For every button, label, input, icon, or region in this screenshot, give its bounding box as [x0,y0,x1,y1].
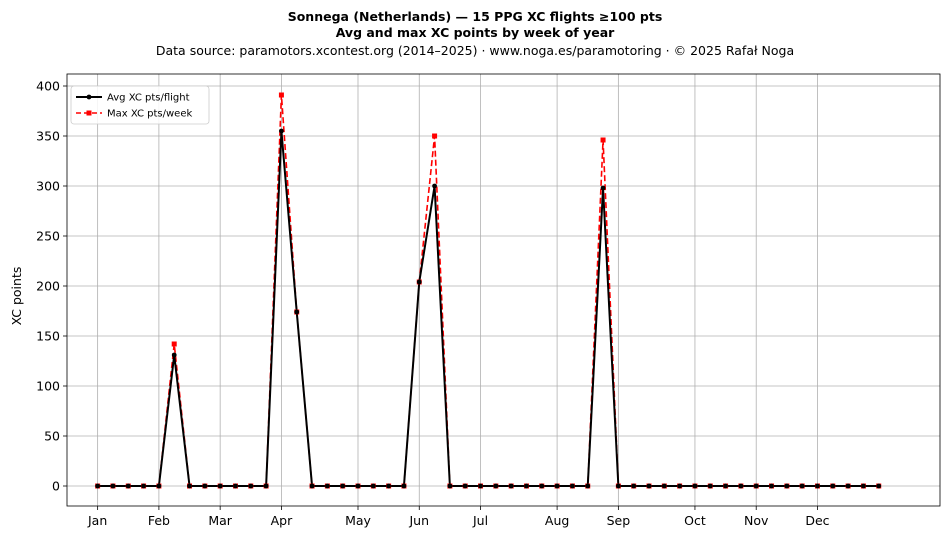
data-point-avg [615,483,621,489]
x-tick-label: Feb [148,513,170,528]
data-point-avg [217,483,223,489]
data-point-avg [707,483,713,489]
data-point-avg [340,483,346,489]
data-point-avg [784,483,790,489]
data-point-avg [233,483,238,489]
data-point-avg [279,128,284,134]
x-tick-label: Jan [87,513,107,528]
data-point-avg [600,185,606,191]
data-point-avg [370,483,376,489]
legend-label-1: Max XC pts/week [107,109,192,120]
data-point-avg [324,483,330,489]
data-point-avg [539,483,545,489]
legend-marker-0 [86,94,92,100]
data-point-avg [830,483,836,489]
chart-title: Sonnega (Netherlands) — 15 PPG XC flight… [288,9,663,24]
data-point-avg [263,483,269,489]
data-point-avg [876,483,882,489]
y-tick-label: 150 [36,329,60,344]
data-point-avg [524,483,529,489]
y-tick-label: 50 [44,429,60,444]
data-point-avg [432,183,437,189]
legend-marker-1 [86,110,92,116]
y-axis-label: XC points [9,267,24,326]
legend: Avg XC pts/flight Max XC pts/week [70,85,210,125]
data-point-max [600,137,606,143]
series-layer [95,92,882,489]
data-point-avg [692,483,698,489]
data-point-max [432,133,438,139]
data-point-avg [753,483,759,489]
y-tick-label: 100 [36,379,60,394]
grid-layer [67,74,940,506]
y-tick-label: 0 [52,479,60,494]
data-point-max [171,341,177,347]
x-tick-label: Aug [545,513,569,528]
data-point-avg [723,483,728,489]
data-point-avg [478,483,483,489]
data-point-max [278,92,284,98]
data-point-avg [110,483,116,489]
data-point-avg [416,279,422,285]
data-point-avg [845,483,851,489]
y-tick-label: 250 [36,229,60,244]
x-tick-label: Mar [208,513,232,528]
plot-frame [66,73,941,507]
data-point-avg [570,483,575,489]
data-point-avg [95,483,101,489]
x-tick-label: Apr [271,513,293,528]
y-tick-label: 350 [36,129,60,144]
data-point-avg [661,483,667,489]
data-point-avg [508,483,514,489]
data-point-avg [309,483,315,489]
data-point-avg [248,483,254,489]
data-point-avg [738,483,744,489]
data-point-avg [187,483,192,489]
data-point-avg [631,483,637,489]
x-tick-label: Sep [607,513,631,528]
x-tick-label: Oct [684,513,706,528]
data-point-avg [125,483,131,489]
data-point-avg [799,483,805,489]
data-point-avg [769,483,774,489]
data-point-avg [646,483,652,489]
series-line-0 [97,130,879,487]
data-point-avg [386,483,392,489]
data-point-avg [493,483,499,489]
tick-layer: 0 50 100 150 200 250 300 350 400 Jan Feb Mar Apr May J… [36,79,830,529]
x-tick-label: Dec [805,513,829,528]
data-point-avg [294,309,300,315]
y-tick-label: 200 [36,279,60,294]
x-tick-label: Jul [472,513,488,528]
x-tick-label: Jun [408,513,429,528]
data-point-avg [585,483,591,489]
legend-label-0: Avg XC pts/flight [107,93,190,104]
data-point-avg [861,483,866,489]
chart-title-line2: Avg and max XC points by week of year [336,25,615,40]
data-point-avg [815,483,820,489]
data-point-avg [462,483,468,489]
data-point-avg [554,483,560,489]
series-line-1 [97,94,879,487]
data-point-avg [447,483,453,489]
data-point-avg [156,483,162,489]
chart-subtitle: Data source: paramotors.xcontest.org (20… [156,43,794,58]
data-point-avg [677,483,683,489]
data-point-avg [141,483,146,489]
y-tick-label: 300 [36,179,60,194]
y-tick-label: 400 [36,79,60,94]
x-tick-label: May [345,513,371,528]
data-point-avg [355,483,361,489]
data-point-avg [401,483,407,489]
data-point-avg [202,483,208,489]
legend-box [70,85,210,125]
x-tick-label: Nov [744,513,769,528]
data-point-avg [171,352,177,358]
